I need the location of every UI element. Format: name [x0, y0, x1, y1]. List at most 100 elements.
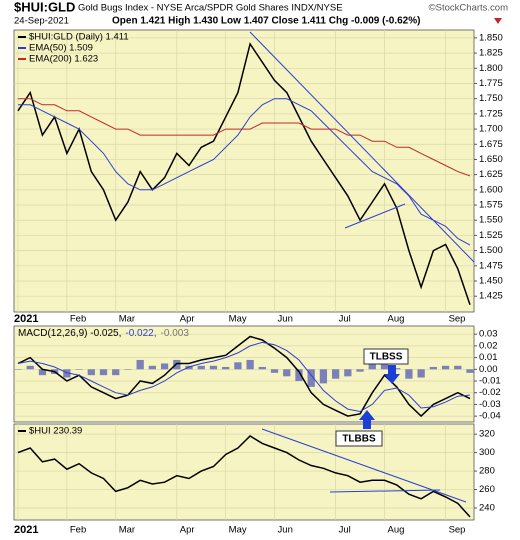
legend-entry: -0.022,	[125, 328, 156, 339]
annotation-arrow	[359, 410, 375, 429]
histogram-bar	[307, 369, 315, 387]
credit: ©StockCharts.com	[429, 3, 508, 14]
y-tick-label: -0.03	[479, 399, 501, 410]
price-panel	[13, 29, 475, 313]
plot-layer: 1.425 1.450 1.475 1.500 1.525 1.550 1.575 1.600…	[14, 30, 503, 536]
y-tick-label: 280	[479, 466, 495, 477]
y-tick-label: 1.825	[479, 48, 503, 59]
histogram-bar	[405, 369, 413, 379]
histogram-bar	[246, 359, 254, 370]
histogram-bar	[356, 369, 364, 372]
annotation: TLBSS	[370, 352, 403, 363]
y-tick-label: 1.450	[479, 276, 503, 287]
x-tick-label: Sep	[449, 314, 466, 325]
histogram-bar	[295, 369, 303, 382]
series-line	[18, 98, 471, 246]
y-tick-label: 1.775	[479, 78, 503, 89]
y-tick-label: 1.525	[479, 230, 503, 241]
histogram-bar	[466, 369, 474, 373]
y-tick-label: 1.800	[479, 63, 503, 74]
y-tick-label: 1.650	[479, 154, 503, 165]
y-tick-label: -0.02	[479, 387, 501, 398]
histogram-bar	[14, 369, 22, 370]
annotation-box	[363, 348, 409, 365]
x-tick-label: Jul	[339, 525, 351, 536]
legend-entry: MACD(12,26,9) -0.025,	[18, 328, 121, 339]
annotation-box	[335, 430, 383, 447]
histogram-bar	[283, 369, 291, 377]
legend: MACD(12,26,9) -0.025, -0.022, -0.003	[18, 328, 189, 339]
y-tick-label: -0.01	[479, 376, 501, 387]
histogram-bar	[124, 369, 132, 370]
histogram-bar	[441, 365, 450, 370]
histogram-bar	[173, 359, 181, 370]
y-tick-label: 260	[479, 484, 495, 495]
trend-line	[329, 489, 441, 493]
histogram-bar	[429, 366, 437, 370]
series-line	[17, 341, 471, 413]
series-line	[18, 98, 471, 177]
y-tick-label: 0.01	[479, 352, 498, 363]
annotation: TLBBS	[342, 434, 376, 445]
histogram-bar	[75, 369, 83, 370]
y-tick-label: 300	[479, 447, 495, 458]
histogram-bar	[160, 363, 169, 370]
histogram-bar	[417, 369, 425, 378]
x-tick-label: Mar	[119, 525, 135, 536]
histogram-bar	[209, 365, 218, 370]
x-tick-label: May	[229, 314, 247, 325]
x-tick-label: 2021	[14, 313, 38, 325]
x-tick-label: May	[229, 525, 247, 536]
y-tick-label: 0.00	[479, 364, 498, 375]
y-tick-label: 1.550	[479, 215, 503, 226]
histogram-bar	[234, 362, 242, 370]
histogram-bar	[319, 369, 328, 384]
x-tick-label: Sep	[449, 525, 466, 536]
histogram-bar	[344, 369, 352, 377]
x-tick-label: Feb	[70, 525, 86, 536]
histogram-bar	[87, 369, 95, 376]
histogram-bar	[454, 365, 462, 370]
down-arrow	[494, 18, 502, 24]
legend-entry: EMA(50) 1.509	[29, 43, 93, 54]
y-tick-label: 240	[479, 503, 495, 514]
series-line	[17, 335, 471, 418]
y-tick-label: 1.625	[479, 169, 503, 180]
histogram-bar	[393, 368, 401, 370]
legend-entry: $HUI:GLD (Daily) 1.411	[29, 32, 129, 43]
x-tick-label: Apr	[180, 314, 195, 325]
y-tick-label: 0.03	[479, 329, 498, 340]
y-tick-label: 1.675	[479, 139, 503, 150]
histogram-bar	[270, 369, 279, 373]
y-tick-label: 1.600	[479, 184, 503, 195]
histogram-bar	[112, 369, 120, 376]
y-tick-label: 1.725	[479, 108, 503, 119]
histogram-bar	[331, 369, 340, 379]
trend-line	[344, 203, 406, 229]
y-tick-label: -0.04	[479, 411, 501, 422]
y-tick-label: 1.500	[479, 245, 503, 256]
y-tick-label: 1.575	[479, 200, 503, 211]
date: 24-Sep-2021	[14, 16, 69, 27]
annotation-arrow	[384, 365, 400, 384]
description: Gold Bugs Index - NYSE Arca/SPDR Gold Sh…	[78, 3, 343, 14]
x-tick-label: 2021	[14, 524, 38, 536]
histogram-bar	[136, 359, 144, 370]
y-tick-label: 1.700	[479, 124, 503, 135]
symbol: $HUI:GLD	[14, 0, 75, 14]
trend-line	[249, 31, 475, 263]
y-tick-label: 1.425	[479, 291, 503, 302]
histogram-bar	[197, 365, 205, 370]
series-line	[17, 42, 471, 305]
x-tick-label: Jun	[278, 314, 293, 325]
x-tick-label: Mar	[119, 314, 135, 325]
histogram-bar	[38, 369, 47, 376]
histogram-bar	[63, 369, 71, 378]
x-tick-label: Jul	[339, 314, 351, 325]
x-tick-label: Jun	[278, 525, 293, 536]
series-line	[17, 435, 471, 518]
histogram-bar	[258, 366, 266, 370]
hui-panel	[13, 423, 475, 521]
y-tick-label: 1.475	[479, 260, 503, 271]
